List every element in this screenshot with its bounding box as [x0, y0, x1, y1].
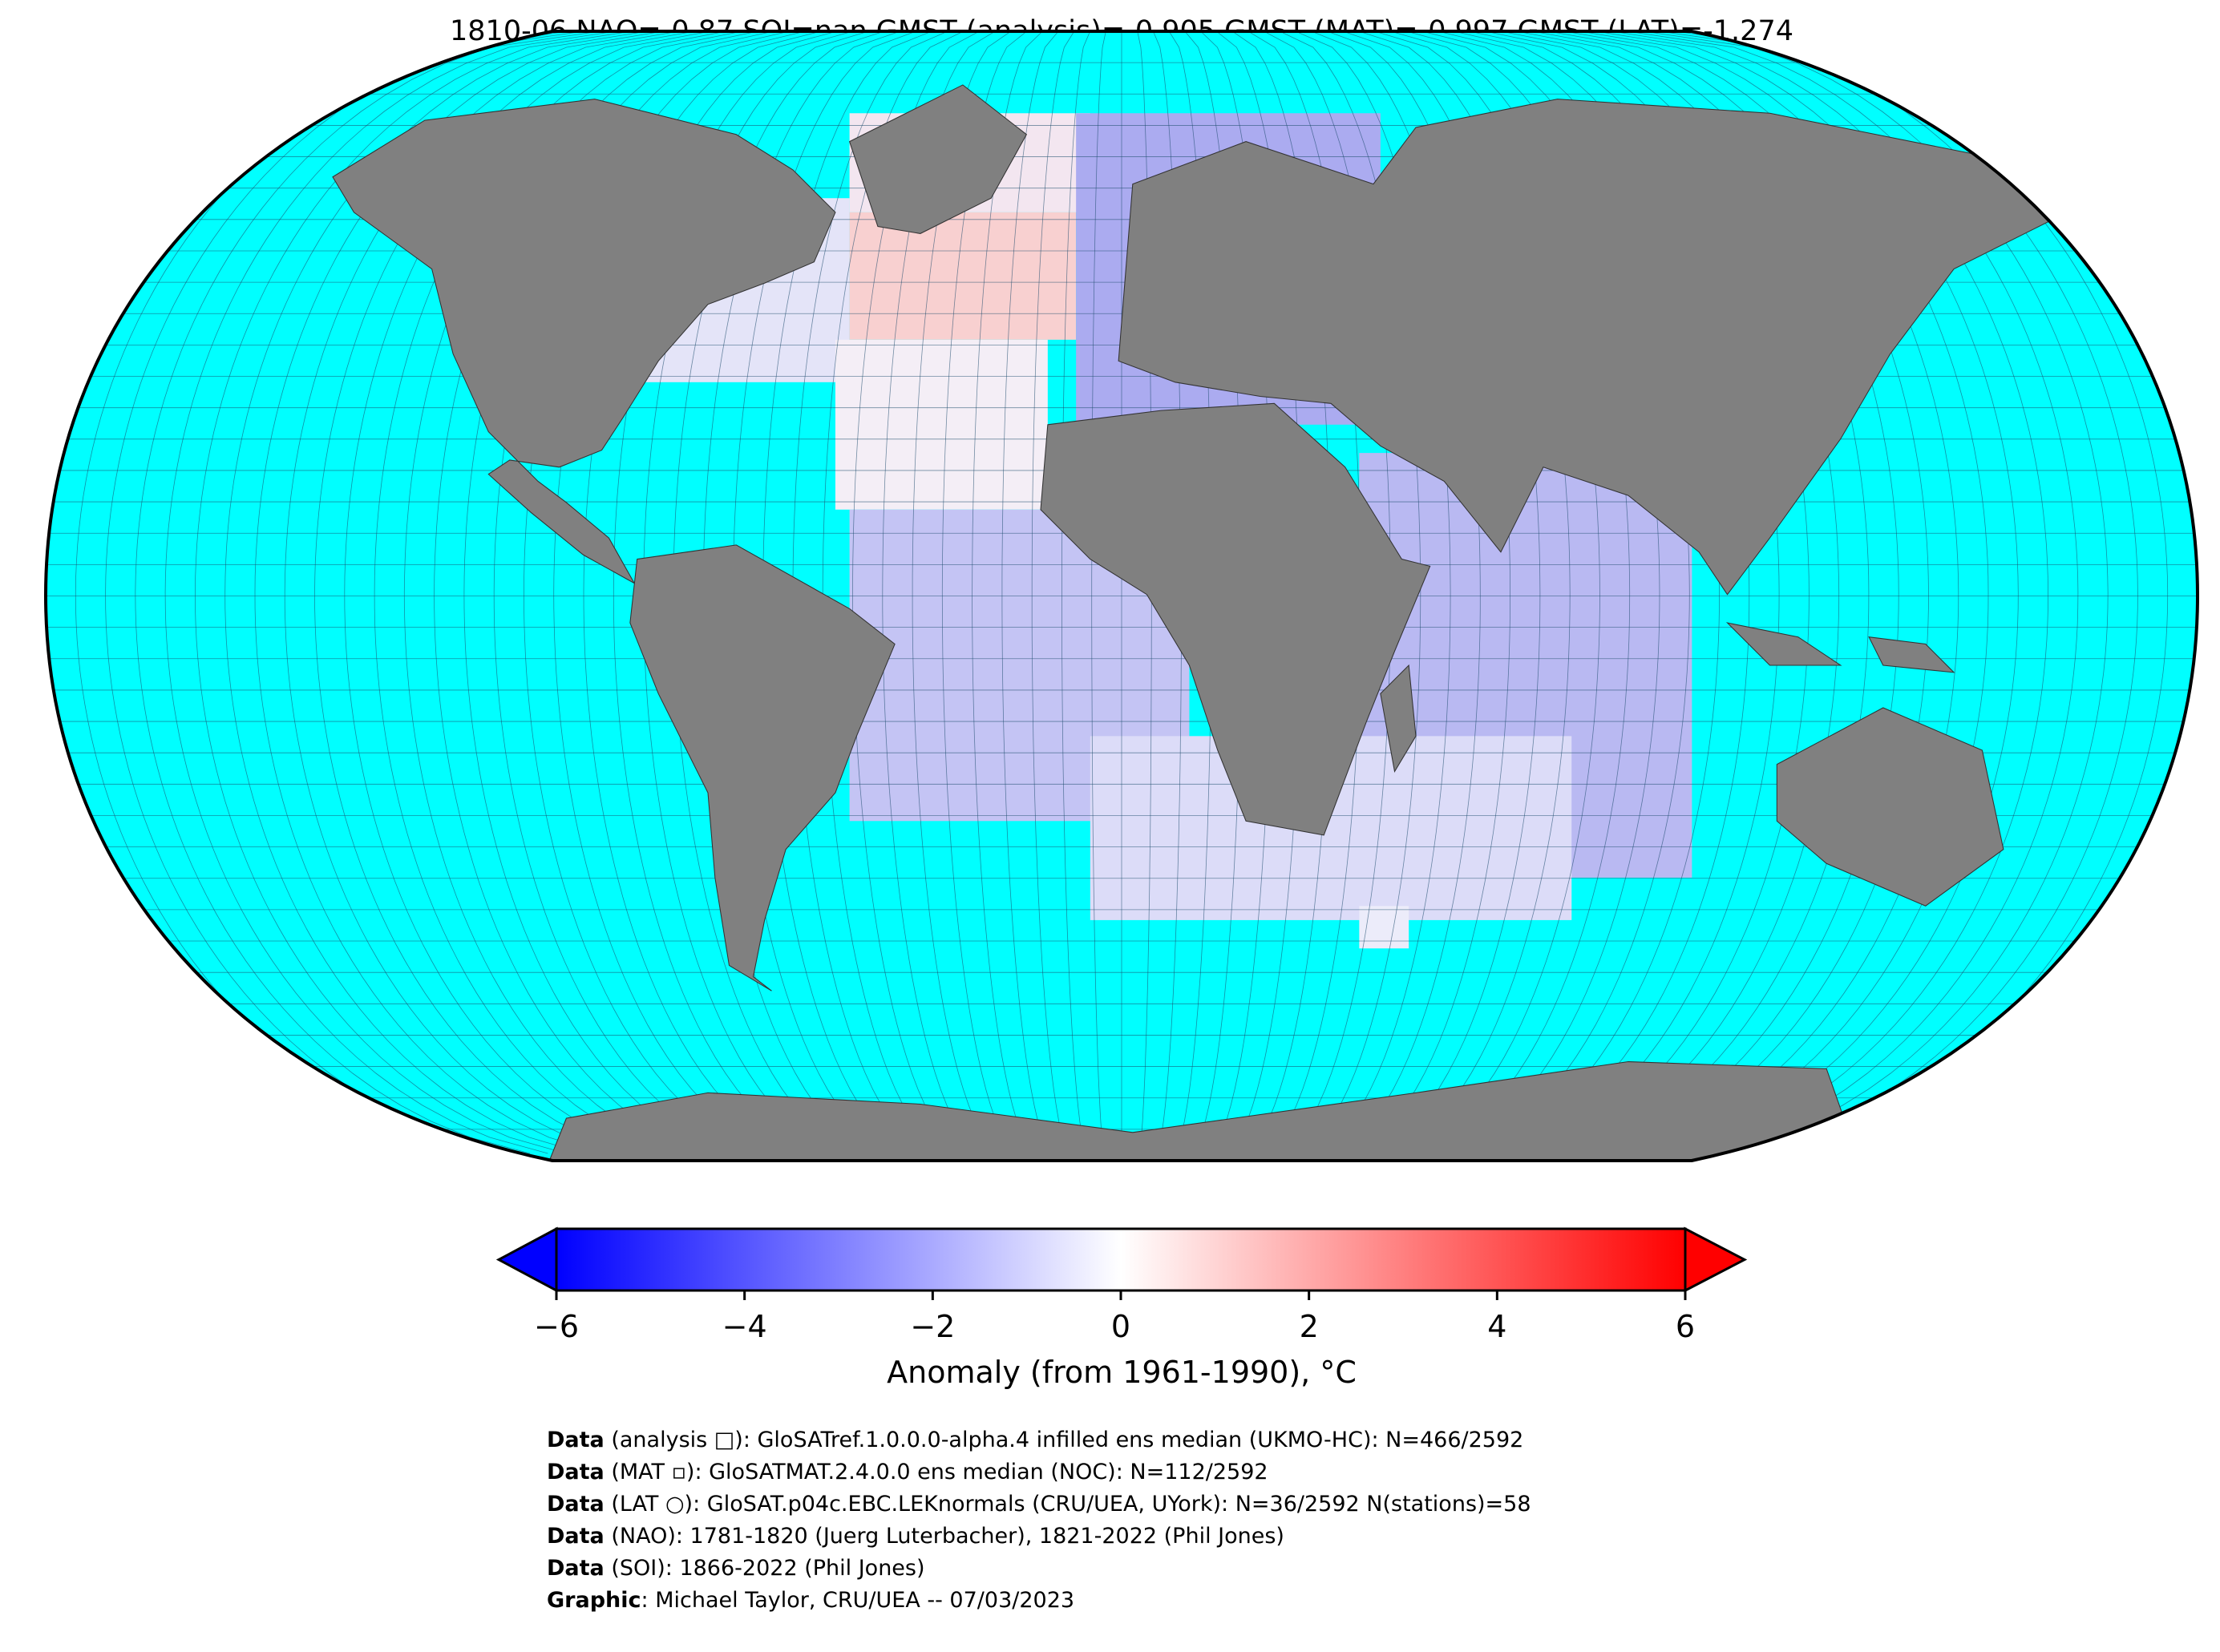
footer-label: Data	[547, 1428, 605, 1452]
colorbar-tick-label: 6	[1676, 1309, 1695, 1344]
meridian	[972, 31, 1043, 1154]
footer-text: (LAT ○): GloSAT.p04c.EBC.LEKnormals (CRU…	[605, 1492, 1531, 1517]
footer-line: Data (MAT ▫): GloSATMAT.2.4.0.0 ens medi…	[547, 1460, 1268, 1484]
colorbar: −6 −4 −2 0 2 4 6	[495, 1226, 1748, 1344]
meridian	[254, 31, 664, 1154]
map-frame	[43, 30, 2200, 1162]
footer-line: Data (NAO): 1781-1820 (Juerg Luterbacher…	[547, 1524, 1284, 1549]
footer-text: (NAO): 1781-1820 (Juerg Luterbacher), 18…	[605, 1524, 1284, 1549]
footer-label: Data	[547, 1492, 605, 1517]
colorbar-extend-high	[1684, 1226, 1748, 1293]
footer-line: Data (analysis □): GloSATref.1.0.0.0-alp…	[547, 1428, 1523, 1452]
footer-label: Data	[547, 1524, 605, 1549]
meridian	[822, 31, 964, 1154]
colorbar-tick-label: 4	[1487, 1309, 1506, 1344]
footer: Data (analysis □): GloSATref.1.0.0.0-alp…	[547, 1428, 1531, 1613]
colorbar-tick-label: 2	[1300, 1309, 1319, 1344]
footer-text: (analysis □): GloSATref.1.0.0.0-alpha.4 …	[605, 1428, 1524, 1452]
meridian	[105, 31, 584, 1154]
meridian	[194, 31, 632, 1154]
colorbar-tick-label: −4	[722, 1309, 767, 1344]
footer-line: Graphic: Michael Taylor, CRU/UEA -- 07/0…	[547, 1588, 1074, 1613]
meridian	[941, 31, 1027, 1154]
meridian	[1001, 31, 1059, 1154]
meridian	[75, 31, 568, 1154]
footer-text: : Michael Taylor, CRU/UEA -- 07/03/2023	[641, 1588, 1075, 1613]
footer-line: Data (SOI): 1866-2022 (Phil Jones)	[547, 1556, 925, 1581]
colorbar-tick-label: 0	[1111, 1309, 1130, 1344]
footer-text: (SOI): 1866-2022 (Phil Jones)	[605, 1556, 925, 1581]
meridian	[1061, 31, 1090, 1154]
meridian	[135, 31, 600, 1154]
map-body	[46, 31, 2198, 1161]
meridian	[1031, 31, 1075, 1154]
footer-label: Graphic	[547, 1588, 641, 1613]
meridian	[1091, 31, 1106, 1154]
footer-label: Data	[547, 1460, 605, 1484]
colorbar-tick-label: −2	[910, 1309, 955, 1344]
colorbar-label: Anomaly (from 1961-1990), °C	[887, 1355, 1357, 1390]
meridian	[224, 31, 648, 1154]
footer-label: Data	[547, 1556, 605, 1581]
footer-text: (MAT ▫): GloSATMAT.2.4.0.0 ens median (N…	[605, 1460, 1268, 1484]
colorbar-body	[555, 1227, 1687, 1292]
colorbar-extend-low	[495, 1226, 558, 1293]
colorbar-tick-label: −6	[534, 1309, 579, 1344]
land	[332, 84, 2068, 1161]
meridian	[164, 31, 616, 1154]
footer-line: Data (LAT ○): GloSAT.p04c.EBC.LEKnormals…	[547, 1492, 1531, 1517]
